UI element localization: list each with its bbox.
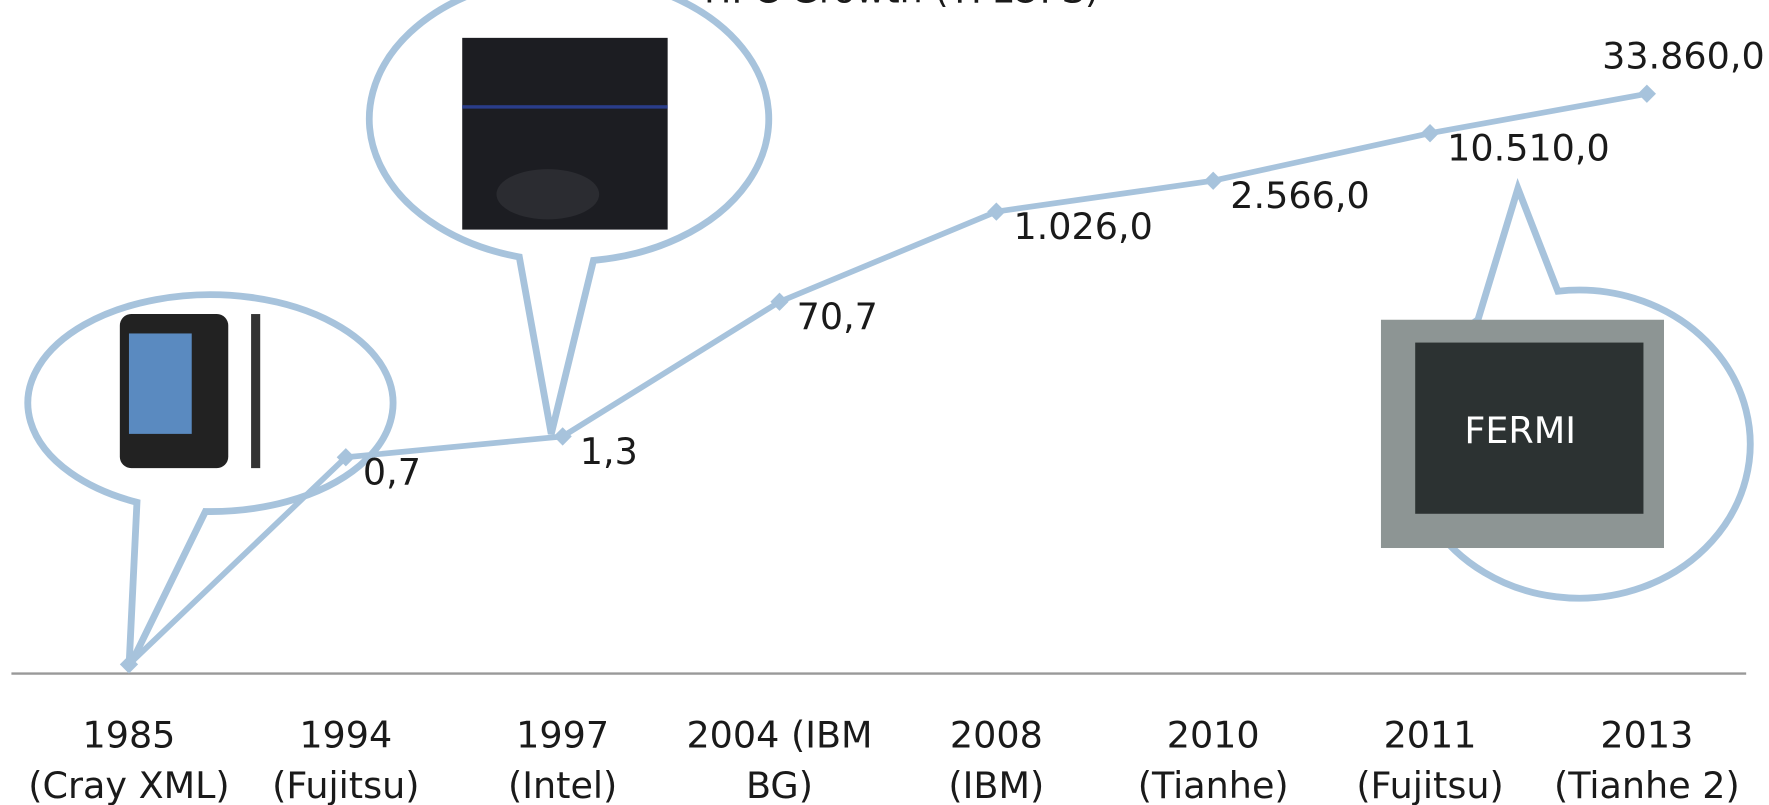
- x-tick-label: 2011: [1384, 714, 1477, 757]
- marker: [1637, 84, 1657, 103]
- x-tick-label: (Fujitsu): [272, 764, 419, 805]
- x-tick-label: (Fujitsu): [1356, 764, 1503, 805]
- x-tick-label: 2010: [1167, 714, 1260, 757]
- callout-phone: [24, 291, 397, 670]
- phone-screen: [128, 333, 192, 434]
- data-label: 1,3: [580, 430, 638, 473]
- x-tick-label: (Cray XML): [28, 764, 229, 805]
- x-tick-label: (Tianhe 2): [1554, 764, 1740, 805]
- marker: [1204, 171, 1223, 190]
- x-tick-label: 1997: [516, 714, 609, 757]
- data-label: 70,7: [797, 295, 878, 338]
- phone-side: [251, 314, 261, 469]
- x-tick-label: 1985: [82, 714, 175, 757]
- pictures: FERMI: [119, 37, 1665, 549]
- marker: [1420, 124, 1440, 143]
- x-tick-label: 2008: [950, 714, 1043, 757]
- data-label: 10.510,0: [1447, 127, 1610, 170]
- chart-title: HPC Growth (TFLOPS): [704, 0, 1099, 11]
- x-tick-label: (Tianhe): [1138, 764, 1289, 805]
- annotation: FERMI: [1464, 409, 1576, 452]
- data-label: 33.860,0: [1602, 35, 1765, 78]
- x-tick-label: 2013: [1600, 714, 1693, 757]
- data-line: [126, 90, 1648, 667]
- marker: [770, 292, 789, 311]
- x-tick-label: (IBM): [948, 764, 1044, 805]
- x-tick-label: (Intel): [508, 764, 617, 805]
- marker: [987, 202, 1006, 221]
- console-stripe: [462, 105, 668, 109]
- x-tick-label: 1994: [299, 714, 392, 757]
- x-tick-label: BG): [746, 764, 813, 805]
- data-label: 0,7: [363, 451, 421, 494]
- data-label: 1.026,0: [1013, 205, 1152, 248]
- server-rack: [1415, 342, 1644, 514]
- data-label: 2.566,0: [1230, 174, 1369, 217]
- controller: [496, 169, 600, 220]
- x-tick-label: 2004 (IBM: [686, 714, 872, 757]
